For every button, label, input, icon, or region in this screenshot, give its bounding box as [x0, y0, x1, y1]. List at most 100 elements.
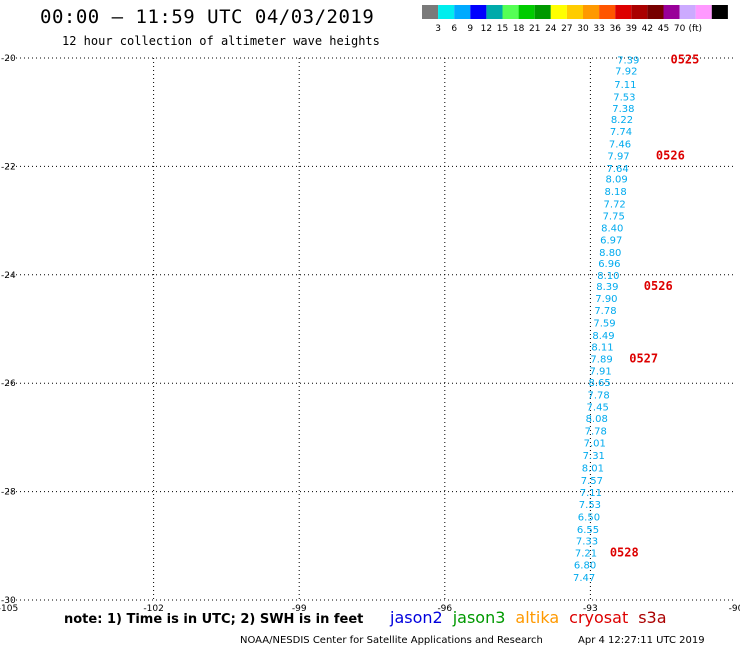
wave-height-point: 6.50 [578, 512, 600, 523]
wave-height-point: 8.49 [592, 331, 614, 342]
wave-height-point: 7.57 [581, 476, 603, 487]
wave-height-point: 7.74 [610, 127, 632, 138]
satellite-label-cryosat: cryosat [569, 608, 629, 627]
wave-height-point: 7.53 [579, 500, 601, 511]
scale-label: 70 [674, 24, 686, 34]
scale-label: 18 [513, 24, 525, 34]
time-label: 0526 [656, 148, 685, 162]
chart-time-labels: 0525 0526 0526 0527 0528 [610, 52, 700, 559]
scale-swatch [583, 5, 600, 19]
y-tick-label: -26 [1, 379, 16, 389]
wave-height-point: 8.65 [588, 378, 610, 389]
chart-points: 7.397.927.117.537.388.227.747.467.977.64… [573, 55, 639, 584]
wave-height-point: 8.01 [582, 464, 604, 475]
y-tick-label: -22 [1, 162, 16, 172]
x-tick-label: -96 [437, 604, 452, 614]
wave-height-point: 7.91 [589, 367, 611, 378]
wave-height-point: 7.39 [617, 55, 639, 66]
scale-swatch [615, 5, 632, 19]
scale-swatch [486, 5, 503, 19]
scale-label: 27 [561, 24, 572, 34]
wave-height-point: 7.78 [588, 390, 610, 401]
wave-height-point: 7.92 [615, 66, 637, 77]
scale-swatch [502, 5, 519, 19]
time-label: 0525 [670, 52, 699, 66]
satellite-label-s3a: s3a [638, 608, 667, 627]
wave-height-point: 7.78 [585, 427, 607, 438]
wave-height-point: 7.45 [587, 402, 609, 413]
scale-swatch [470, 5, 487, 19]
wave-height-point: 8.09 [605, 175, 627, 186]
wave-height-point: 7.64 [606, 164, 628, 175]
color-scale-legend: 3 6 9 12 15 18 21 24 27 30 33 36 39 42 45 70 (ft) [422, 5, 728, 34]
scale-label: 12 [481, 24, 492, 34]
scale-swatch [647, 5, 664, 19]
scale-label: 6 [451, 24, 457, 34]
page-subtitle: 12 hour collection of altimeter wave hei… [62, 34, 380, 48]
footer-credit: NOAA/NESDIS Center for Satellite Applica… [240, 635, 543, 646]
y-tick-label: -24 [1, 271, 16, 281]
wave-height-point: 7.33 [576, 537, 598, 548]
wave-height-point: 6.55 [577, 525, 599, 536]
wave-height-point: 6.97 [600, 235, 622, 246]
footer: note: 1) Time is in UTC; 2) SWH is in fe… [0, 608, 740, 650]
y-tick-label: -28 [1, 488, 16, 498]
x-tick-label: -102 [143, 604, 163, 614]
page-title: 00:00 — 11:59 UTC 04/03/2019 [40, 6, 375, 28]
wave-height-point: 8.08 [586, 414, 608, 425]
time-label: 0528 [610, 546, 639, 560]
scale-label: 39 [626, 24, 638, 34]
scale-swatch [534, 5, 551, 19]
scale-swatch [438, 5, 455, 19]
wave-height-point: 8.18 [605, 187, 627, 198]
scale-label: 33 [593, 24, 604, 34]
wave-height-point: 7.11 [614, 80, 636, 91]
wave-height-point: 7.89 [590, 355, 612, 366]
scale-swatch [679, 5, 696, 19]
wave-height-point: 7.59 [593, 318, 615, 329]
scale-swatch [566, 5, 583, 19]
chart-tick-labels: -105 -102 -99 -96 -93 -90 -20 -22 -24 -26 -28 -30 [0, 54, 740, 614]
wave-height-point: 7.38 [612, 104, 634, 115]
scale-swatch [454, 5, 471, 19]
scale-label: 45 [658, 24, 669, 34]
wave-height-point: 7.21 [575, 549, 597, 560]
satellite-label-altika: altika [515, 608, 560, 627]
y-tick-label: -30 [1, 596, 16, 606]
time-label: 0526 [644, 279, 673, 293]
scale-swatch [422, 5, 439, 19]
scale-label: 3 [435, 24, 441, 34]
x-tick-label: -90 [729, 604, 740, 614]
wave-height-point: 7.97 [607, 151, 629, 162]
x-tick-label: -105 [0, 604, 18, 614]
chart-grid [8, 57, 736, 601]
wave-height-point: 7.90 [595, 294, 617, 305]
scale-swatch [631, 5, 648, 19]
time-label: 0527 [629, 352, 658, 366]
wave-height-point: 7.75 [603, 212, 625, 223]
scale-swatch [599, 5, 616, 19]
y-tick-label: -20 [1, 54, 16, 64]
wave-height-point: 8.11 [591, 343, 613, 354]
wave-height-point: 8.10 [597, 271, 619, 282]
wave-height-point: 7.47 [573, 573, 595, 584]
wave-height-point: 6.80 [574, 561, 596, 572]
wave-height-point: 7.11 [580, 488, 602, 499]
wave-height-point: 7.01 [584, 439, 606, 450]
footer-note: note: 1) Time is in UTC; 2) SWH is in fe… [64, 612, 364, 627]
footer-timestamp: Apr 4 12:27:11 UTC 2019 [578, 635, 705, 646]
scale-label: 21 [529, 24, 540, 34]
scale-label: 36 [609, 24, 621, 34]
x-tick-label: -93 [583, 604, 598, 614]
wave-height-point: 8.39 [596, 282, 618, 293]
scale-swatch [711, 5, 728, 19]
wave-height-point: 8.22 [611, 115, 633, 126]
x-tick-label: -99 [292, 604, 307, 614]
wave-height-point: 7.46 [609, 139, 631, 150]
scale-label: 42 [642, 24, 653, 34]
scale-swatch [663, 5, 680, 19]
scale-label: 15 [497, 24, 508, 34]
wave-height-point: 7.53 [613, 92, 635, 103]
scale-label: 9 [467, 24, 473, 34]
